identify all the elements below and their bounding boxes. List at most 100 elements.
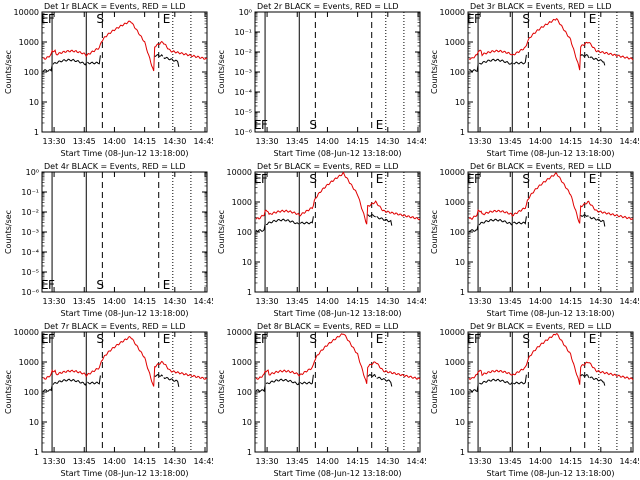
marker-e-left: E	[467, 332, 475, 346]
lld-curve	[468, 333, 634, 385]
y-axis-label: Counts/sec	[217, 210, 226, 254]
lld-curve	[255, 333, 421, 384]
marker-f: F	[261, 172, 268, 186]
y-tick-label: 100	[450, 68, 465, 77]
plot-frame	[254, 331, 421, 453]
y-tick-label: 10⁰	[239, 8, 252, 17]
events-curve	[265, 378, 300, 386]
events-curve	[376, 376, 393, 387]
chart-title: Det 3r BLACK = Events, RED = LLD	[470, 2, 612, 11]
marker-f: F	[261, 118, 268, 132]
lld-curve	[468, 172, 634, 224]
chart-svg: Det 1r BLACK = Events, RED = LLD Counts/s…	[4, 2, 213, 158]
events-curve	[589, 56, 606, 66]
marker-f: F	[48, 12, 55, 26]
x-tick-label: 14:45	[193, 457, 213, 466]
events-curve	[299, 216, 314, 225]
events-curve	[468, 384, 479, 393]
x-tick-label: 14:00	[529, 137, 552, 146]
events-curve	[299, 374, 314, 385]
x-axis-label: Start Time (08-Jun-12 13:18:00)	[61, 469, 189, 478]
plot-frame	[467, 171, 634, 293]
x-tick-label: 13:45	[286, 137, 309, 146]
y-tick-label: 10	[29, 98, 39, 107]
y-tick-label: 10⁻¹	[21, 188, 39, 197]
marker-s: S	[309, 332, 317, 346]
y-tick-label: 10⁻³	[21, 228, 39, 237]
x-tick-label: 14:15	[559, 297, 582, 306]
events-curve	[580, 373, 590, 378]
x-tick-label: 14:15	[133, 457, 156, 466]
chart-title: Det 2r BLACK = Events, RED = LLD	[257, 2, 399, 11]
y-tick-label: 10⁻²	[234, 48, 252, 57]
marker-s: S	[522, 332, 530, 346]
x-axis-label: Start Time (08-Jun-12 13:18:00)	[487, 149, 615, 158]
events-curve	[42, 385, 53, 392]
y-tick-label: 1	[247, 288, 252, 297]
y-tick-label: 10000	[227, 328, 252, 337]
x-tick-label: 13:30	[256, 457, 279, 466]
y-tick-label: 10⁻⁵	[234, 108, 252, 117]
chart-svg: Det 8r BLACK = Events, RED = LLD Counts/s…	[217, 322, 426, 478]
chart-svg: Det 9r BLACK = Events, RED = LLD Counts/s…	[430, 322, 639, 478]
events-curve	[478, 218, 513, 226]
events-curve	[52, 58, 87, 66]
x-tick-label: 14:45	[619, 137, 639, 146]
marker-f: F	[48, 278, 55, 292]
plot-frame	[41, 11, 208, 133]
events-curve	[512, 374, 527, 385]
events-curve	[266, 218, 300, 225]
events-curve	[154, 53, 164, 57]
y-tick-label: 10⁻²	[21, 208, 39, 217]
x-tick-label: 13:45	[286, 297, 309, 306]
marker-f: F	[261, 332, 268, 346]
y-tick-label: 10⁻⁶	[21, 288, 39, 297]
y-tick-label: 1	[34, 128, 39, 137]
x-tick-label: 13:30	[469, 457, 492, 466]
events-curve	[468, 224, 479, 232]
y-tick-label: 10	[242, 258, 252, 267]
x-tick-label: 14:45	[193, 297, 213, 306]
chart-title: Det 7r BLACK = Events, RED = LLD	[44, 322, 186, 331]
x-tick-label: 14:15	[346, 457, 369, 466]
x-tick-label: 13:30	[469, 137, 492, 146]
y-tick-label: 1	[34, 448, 39, 457]
y-tick-label: 1000	[232, 198, 252, 207]
y-tick-label: 100	[450, 388, 465, 397]
events-curve	[163, 376, 180, 387]
marker-e: E	[376, 332, 384, 346]
x-tick-label: 14:15	[133, 297, 156, 306]
plot-frame	[41, 171, 208, 293]
events-curve	[513, 216, 527, 225]
x-tick-label: 14:00	[103, 457, 126, 466]
plot-frame	[41, 331, 208, 453]
lld-curve	[468, 18, 634, 71]
y-tick-label: 1	[460, 448, 465, 457]
x-tick-label: 13:30	[43, 297, 66, 306]
events-curve	[163, 56, 180, 67]
y-tick-label: 10⁻¹	[234, 28, 252, 37]
detector-panel-2: Det 2r BLACK = Events, RED = LLD Counts/s…	[213, 0, 426, 160]
x-tick-label: 14:30	[163, 297, 186, 306]
marker-e-left: E	[41, 332, 49, 346]
y-tick-label: 10000	[440, 168, 465, 177]
plot-frame	[254, 11, 421, 133]
plot-frame	[467, 11, 634, 133]
x-tick-label: 14:30	[589, 137, 612, 146]
y-axis-label: Counts/sec	[217, 370, 226, 414]
events-curve	[255, 223, 266, 232]
y-tick-label: 10000	[14, 8, 39, 17]
y-tick-label: 10000	[14, 328, 39, 337]
x-tick-label: 14:30	[589, 457, 612, 466]
y-axis-label: Counts/sec	[430, 50, 439, 94]
y-tick-label: 100	[24, 388, 39, 397]
x-tick-label: 13:45	[73, 137, 96, 146]
marker-e: E	[163, 332, 171, 346]
x-tick-label: 14:15	[346, 297, 369, 306]
marker-e-left: E	[254, 118, 262, 132]
y-tick-label: 1	[460, 128, 465, 137]
detector-panel-8: Det 8r BLACK = Events, RED = LLD Counts/s…	[213, 320, 426, 480]
x-tick-label: 13:45	[286, 457, 309, 466]
chart-svg: Det 2r BLACK = Events, RED = LLD Counts/s…	[217, 2, 426, 158]
x-tick-label: 14:30	[376, 297, 399, 306]
